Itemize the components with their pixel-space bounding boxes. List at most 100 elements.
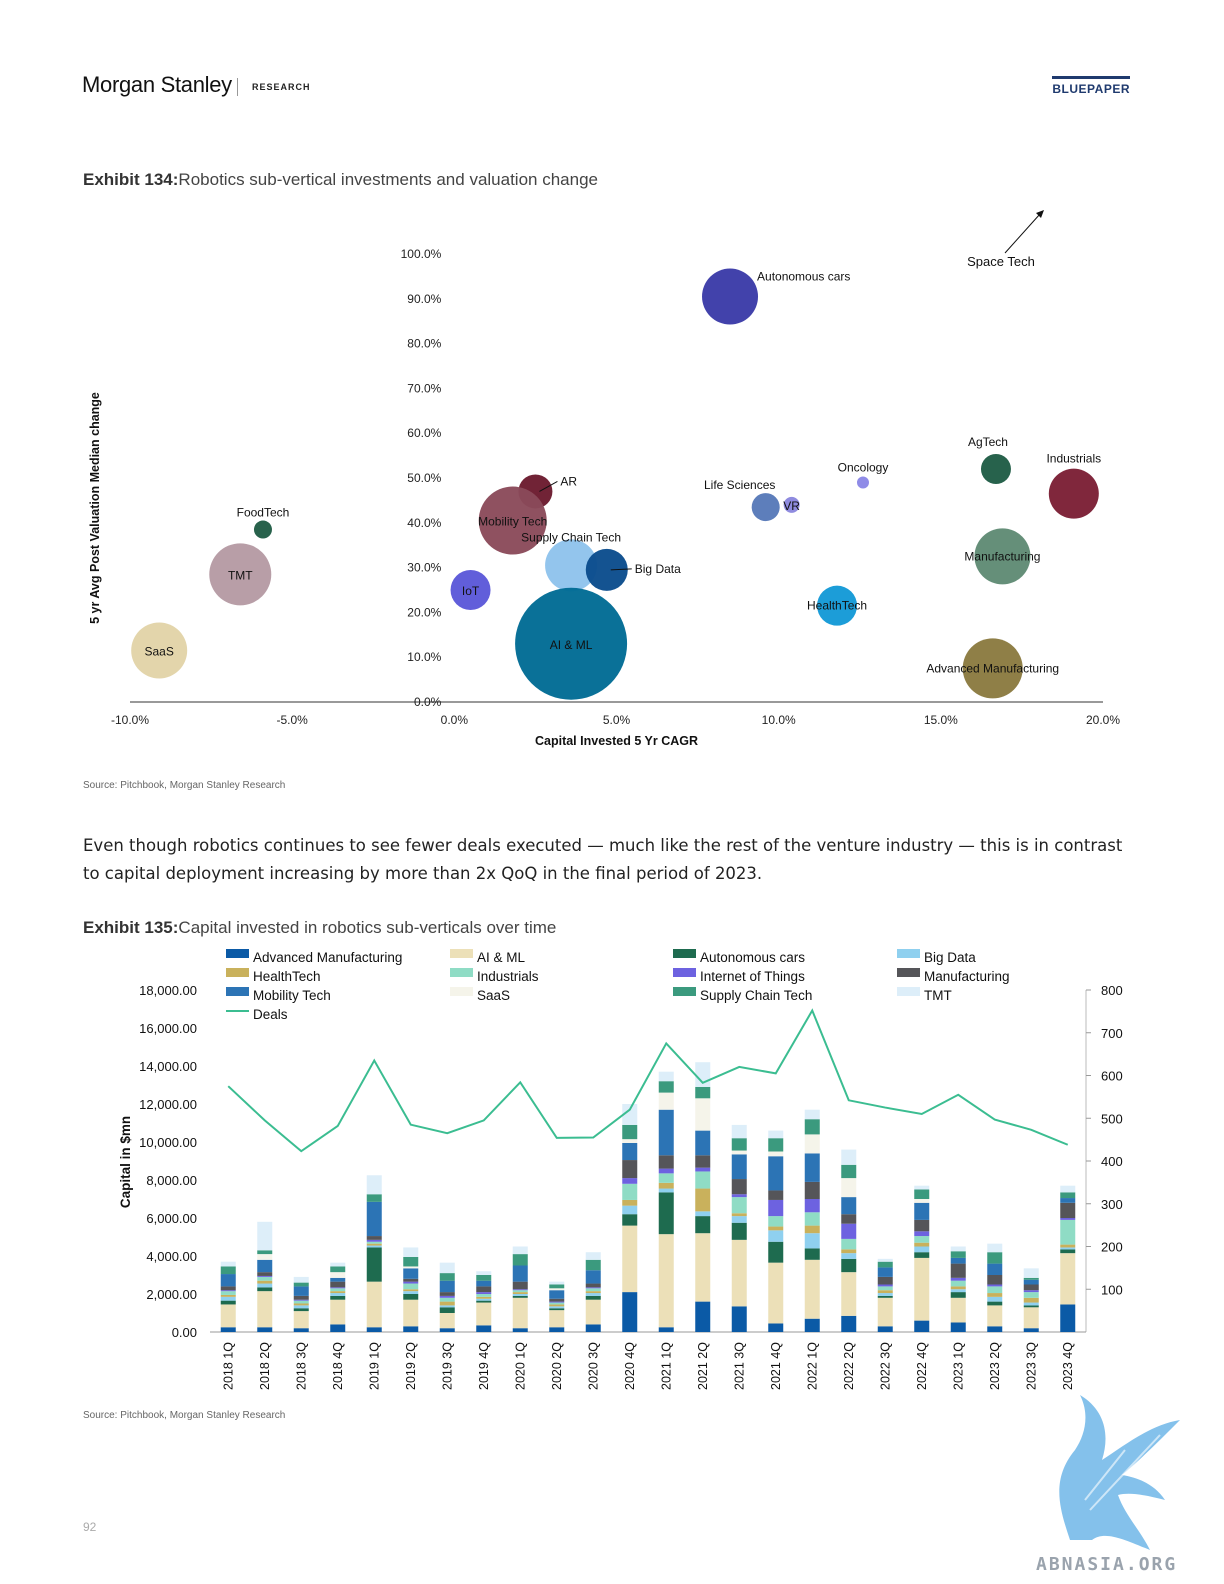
bar-segment: [987, 1305, 1003, 1327]
bar-segment: [950, 1297, 966, 1323]
bar-segment: [804, 1248, 820, 1260]
legend-label: Supply Chain Tech: [700, 988, 812, 1003]
bar-segment: [658, 1155, 674, 1169]
y-tick-label: 70.0%: [407, 381, 441, 395]
bubble-label: AgTech: [968, 435, 1008, 449]
bar-segment: [731, 1197, 747, 1214]
bar-segment: [695, 1098, 711, 1131]
x-tick-label: 2018 2Q: [258, 1342, 272, 1390]
bar-segment: [257, 1280, 273, 1284]
bar-segment: [950, 1280, 966, 1287]
bar-segment: [768, 1156, 784, 1191]
bar-segment: [622, 1139, 638, 1143]
bar-segment: [1060, 1202, 1076, 1218]
x-tick-label: 2019 2Q: [404, 1342, 418, 1390]
bar-segment: [549, 1302, 565, 1305]
bar-segment: [695, 1233, 711, 1302]
bubble-label: Mobility Tech: [478, 515, 547, 529]
bar-segment: [512, 1294, 528, 1296]
bubble-label: Oncology: [838, 460, 889, 474]
bar-segment: [257, 1250, 273, 1255]
bar-segment: [841, 1223, 857, 1239]
bar-segment: [658, 1182, 674, 1189]
bar-segment: [622, 1104, 638, 1125]
bubble-label: HealthTech: [807, 599, 867, 613]
bar-segment: [804, 1134, 820, 1154]
x-tick-label: 2018 1Q: [221, 1342, 235, 1390]
page-number: 92: [83, 1520, 97, 1534]
x-tick-label: 2019 4Q: [477, 1342, 491, 1390]
bar-segment: [1023, 1307, 1039, 1329]
bar-segment: [1060, 1219, 1076, 1245]
bar-segment: [804, 1181, 820, 1199]
legend-swatch: [897, 968, 920, 977]
bubble-advanced-manufacturing: [962, 638, 1023, 699]
bar-segment: [695, 1167, 711, 1172]
bar-segment: [512, 1254, 528, 1266]
bar-segment: [585, 1287, 601, 1289]
bubble-label: Big Data: [635, 562, 681, 576]
bar-segment: [877, 1261, 893, 1268]
bar-segment: [403, 1294, 419, 1300]
y-tick-label: 50.0%: [407, 471, 441, 485]
bar-segment: [658, 1109, 674, 1156]
bubble-label: Supply Chain Tech: [521, 530, 621, 544]
bar-segment: [622, 1225, 638, 1293]
bar-segment: [731, 1138, 747, 1151]
bar-segment: [403, 1278, 419, 1282]
legend-swatch: [226, 949, 249, 958]
bar-segment: [622, 1214, 638, 1226]
bar-segment: [987, 1301, 1003, 1306]
legend-label: Autonomous cars: [700, 950, 805, 965]
bar-segment: [1023, 1279, 1039, 1285]
bar-segment: [987, 1243, 1003, 1253]
bar-segment: [366, 1247, 382, 1282]
bar-segment: [877, 1326, 893, 1332]
y-tick-label: 4,000.00: [146, 1249, 197, 1264]
bar-segment: [330, 1272, 346, 1278]
bar-segment: [877, 1258, 893, 1262]
bar-segment: [585, 1259, 601, 1271]
bar-segment: [220, 1327, 236, 1332]
bar-segment: [1060, 1304, 1076, 1332]
bar-segment: [695, 1216, 711, 1234]
bubble-leader-line: [610, 568, 632, 571]
bar-segment: [549, 1281, 565, 1285]
deals-line: [227, 1008, 1069, 1153]
bar-segment: [220, 1294, 236, 1297]
y2-tick-label: 300: [1101, 1197, 1123, 1212]
bar-segment: [731, 1150, 747, 1155]
bar-segment: [841, 1253, 857, 1259]
brand-subtitle: RESEARCH: [252, 82, 311, 92]
bar-segment: [731, 1194, 747, 1198]
y-tick-label: 12,000.00: [139, 1097, 197, 1112]
bar-segment: [1060, 1253, 1076, 1305]
bubble-label: Manufacturing: [964, 549, 1040, 563]
x-tick-label: 2019 1Q: [367, 1342, 381, 1390]
bar-segment: [768, 1138, 784, 1152]
bubble-healthtech: [817, 585, 858, 626]
bar-segment: [330, 1277, 346, 1282]
bubble-label: AR: [560, 474, 577, 488]
legend-label: AI & ML: [477, 950, 526, 965]
bar-segment: [658, 1168, 674, 1174]
bubble-iot: [450, 570, 491, 610]
y2-tick-label: 600: [1101, 1069, 1123, 1084]
bar-segment: [549, 1327, 565, 1332]
bar-segment: [403, 1289, 419, 1292]
bar-segment: [950, 1322, 966, 1332]
bar-segment: [439, 1297, 455, 1302]
legend-swatch: [897, 987, 920, 996]
bar-segment: [622, 1160, 638, 1179]
bar-segment: [841, 1164, 857, 1179]
bar-segment: [695, 1086, 711, 1099]
bar-segment: [987, 1286, 1003, 1294]
bar-segment: [622, 1183, 638, 1200]
bar-segment: [950, 1292, 966, 1298]
bar-segment: [731, 1306, 747, 1332]
x-tick-label: -10.0%: [111, 713, 149, 727]
bar-segment: [841, 1272, 857, 1316]
bubble-manufacturing: [974, 528, 1031, 585]
y2-tick-label: 200: [1101, 1240, 1123, 1255]
bar-segment: [1023, 1305, 1039, 1308]
